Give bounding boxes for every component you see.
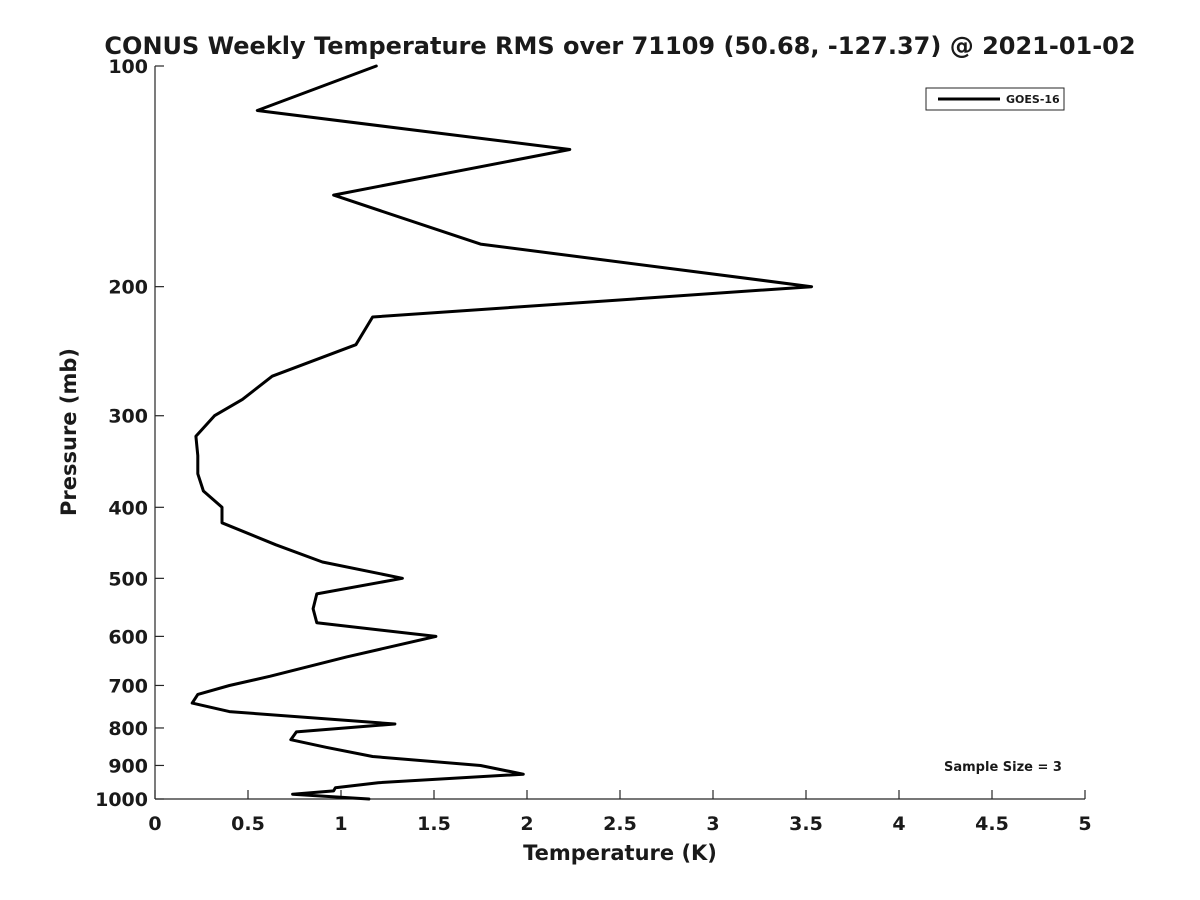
y-tick-label: 100 (108, 56, 148, 78)
sample-size-annotation: Sample Size = 3 (944, 760, 1062, 775)
y-tick-label: 200 (108, 277, 148, 299)
x-tick-label: 2 (520, 813, 533, 835)
x-tick-label: 1 (334, 813, 347, 835)
x-tick-label: 2.5 (603, 813, 637, 835)
series-line-goes-16 (190, 64, 814, 801)
y-tick-label: 300 (108, 406, 148, 428)
y-tick-label: 500 (108, 568, 148, 590)
x-axis-label: Temperature (K) (523, 841, 717, 865)
y-axis-label: Pressure (mb) (57, 348, 81, 516)
x-ticks: 0 0.5 1 1.5 2 2.5 3 3.5 4 4.5 5 (148, 790, 1092, 835)
legend-label-goes16: GOES-16 (1006, 93, 1060, 106)
x-tick-label: 3.5 (789, 813, 823, 835)
legend: GOES-16 (925, 87, 1065, 111)
y-tick-label: 400 (108, 497, 148, 519)
x-tick-label: 4 (892, 813, 905, 835)
plot-area: 0 0.5 1 1.5 2 2.5 3 3.5 4 4.5 5 100 200 300 400 500 600… (95, 56, 1092, 835)
chart-title: CONUS Weekly Temperature RMS over 71109 … (104, 32, 1135, 60)
y-tick-label: 600 (108, 626, 148, 648)
x-tick-label: 0.5 (231, 813, 265, 835)
series-layer (190, 64, 814, 801)
y-tick-label: 700 (108, 675, 148, 697)
x-tick-label: 1.5 (417, 813, 451, 835)
x-tick-label: 5 (1078, 813, 1091, 835)
y-tick-label: 900 (108, 755, 148, 777)
y-ticks: 100 200 300 400 500 600 700 800 900 1000 (95, 56, 164, 811)
x-tick-label: 0 (148, 813, 161, 835)
x-tick-label: 3 (706, 813, 719, 835)
x-tick-label: 4.5 (975, 813, 1009, 835)
y-tick-label: 800 (108, 718, 148, 740)
y-tick-label: 1000 (95, 789, 148, 811)
